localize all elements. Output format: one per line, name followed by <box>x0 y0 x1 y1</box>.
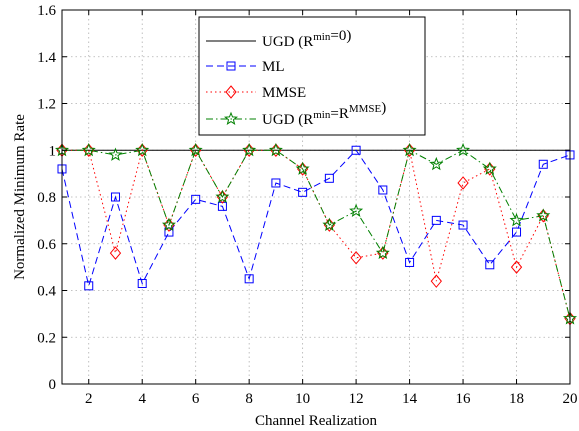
y-tick-label: 1 <box>49 143 57 159</box>
data-point <box>161 217 176 232</box>
data-point <box>322 217 337 232</box>
data-point <box>244 274 254 284</box>
data-point <box>271 178 281 188</box>
x-tick-label: 14 <box>402 391 418 407</box>
y-tick-label: 1.2 <box>37 97 56 113</box>
data-point <box>536 208 551 222</box>
legend-label-text: =0) <box>330 28 351 44</box>
data-point <box>456 142 471 157</box>
x-tick-label: 12 <box>349 391 364 407</box>
legend-label: ML <box>262 59 285 75</box>
data-point <box>349 203 364 217</box>
legend-item: MMSE <box>206 85 306 101</box>
data-point <box>457 176 469 190</box>
data-point <box>509 213 524 227</box>
data-point <box>510 260 523 274</box>
data-point <box>482 161 497 175</box>
data-point <box>135 142 150 157</box>
x-axis-label: Channel Realization <box>255 413 378 429</box>
legend-label-text: ) <box>381 100 386 116</box>
data-point <box>109 246 122 260</box>
data-point <box>378 185 388 195</box>
data-point <box>191 194 201 204</box>
data-point <box>485 260 495 270</box>
x-tick-label: 6 <box>192 391 200 407</box>
data-point <box>215 189 230 203</box>
legend-marker <box>225 85 237 99</box>
data-point <box>110 192 120 202</box>
legend-marker <box>223 111 239 125</box>
x-tick-label: 4 <box>138 391 146 407</box>
series-line <box>62 149 571 319</box>
x-tick-label: 16 <box>456 391 472 407</box>
legend-marker <box>226 61 236 71</box>
series-line <box>61 149 571 288</box>
y-tick-label: 0.6 <box>37 237 56 253</box>
y-tick-label: 1.4 <box>37 50 56 66</box>
data-point <box>458 220 468 230</box>
data-point <box>430 274 442 288</box>
x-tick-label: 20 <box>563 391 578 407</box>
axis-ticks: 2 4 6 8 10 12 14 16 18 20 0 0.2 0.4 0.6 0.8 1 1.2 1.4 1.6 <box>37 3 577 407</box>
legend-item: UGD (Rmin=0) <box>206 28 351 50</box>
series-layer <box>54 142 578 326</box>
legend-item: ML <box>206 59 285 75</box>
x-tick-label: 18 <box>509 391 524 407</box>
data-point <box>431 215 441 225</box>
legend-label: UGD (Rmin=0) <box>262 28 351 50</box>
data-point <box>137 278 147 288</box>
data-point <box>350 250 362 265</box>
data-point <box>324 173 334 183</box>
data-point <box>81 142 96 157</box>
legend-box <box>198 16 426 136</box>
legend-label-superscript: min <box>313 109 331 121</box>
legend-item: UGD (Rmin=RMMSE) <box>206 100 386 128</box>
data-point <box>512 227 522 237</box>
legend-label: MMSE <box>262 85 306 101</box>
series-2 <box>56 143 576 326</box>
legend-label-text: ML <box>262 59 285 75</box>
y-axis-label: Normalized Minimum Rate <box>12 114 28 280</box>
data-point <box>402 142 417 157</box>
series-3 <box>54 142 578 325</box>
data-point <box>375 245 390 260</box>
legend-label-text: MMSE <box>262 85 306 101</box>
data-point <box>405 257 415 267</box>
data-point <box>242 142 257 157</box>
data-point <box>351 145 361 155</box>
y-tick-label: 0 <box>49 377 57 393</box>
legend-label-text: UGD (R <box>262 112 313 128</box>
y-tick-label: 0.2 <box>37 330 56 346</box>
legend-label: UGD (Rmin=RMMSE) <box>262 100 386 128</box>
legend-label-superscript: min <box>313 31 331 43</box>
x-tick-label: 8 <box>245 391 253 407</box>
series-1 <box>57 145 575 291</box>
data-point <box>538 159 548 169</box>
legend-label-text: =R <box>330 106 348 122</box>
data-point <box>295 161 310 175</box>
x-tick-label: 10 <box>295 391 310 407</box>
y-tick-label: 1.6 <box>37 3 56 19</box>
data-point <box>298 187 308 197</box>
x-tick-label: 2 <box>85 391 93 407</box>
y-tick-label: 0.8 <box>37 190 56 206</box>
y-tick-label: 0.4 <box>37 284 56 300</box>
data-point <box>84 281 94 291</box>
legend-label-text: UGD (R <box>262 34 313 50</box>
data-point <box>268 142 283 157</box>
data-point <box>108 147 123 161</box>
data-point <box>429 156 444 171</box>
data-point <box>188 142 203 157</box>
series-line <box>62 148 571 319</box>
legend-label-superscript: MMSE <box>349 103 382 115</box>
